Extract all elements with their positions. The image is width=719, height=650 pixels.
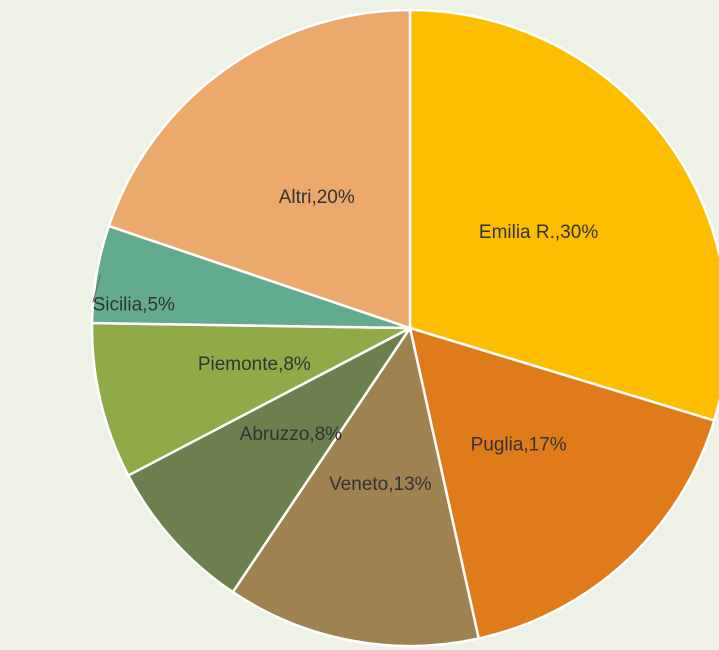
leader-line	[92, 274, 102, 303]
slice-label: Abruzzo,8%	[240, 424, 343, 445]
pie-slice	[231, 324, 481, 648]
pie-slice	[408, 326, 716, 640]
pie-slice	[408, 8, 719, 423]
slice-label: Piemonte,8%	[198, 354, 311, 375]
slice-label: Emilia R.,30%	[479, 222, 598, 243]
pie-slice	[126, 326, 412, 594]
pie-slice	[107, 8, 412, 330]
slice-label: Altri,20%	[279, 187, 355, 208]
pie-slice	[90, 321, 411, 478]
slices	[90, 8, 719, 648]
slice-label: Veneto,13%	[329, 474, 432, 495]
slice-label: Sicilia,5%	[93, 295, 175, 316]
slice-label: Puglia,17%	[471, 434, 567, 455]
labels: Emilia R.,30% Puglia,17% Veneto,13% Abruzzo…	[92, 187, 598, 495]
